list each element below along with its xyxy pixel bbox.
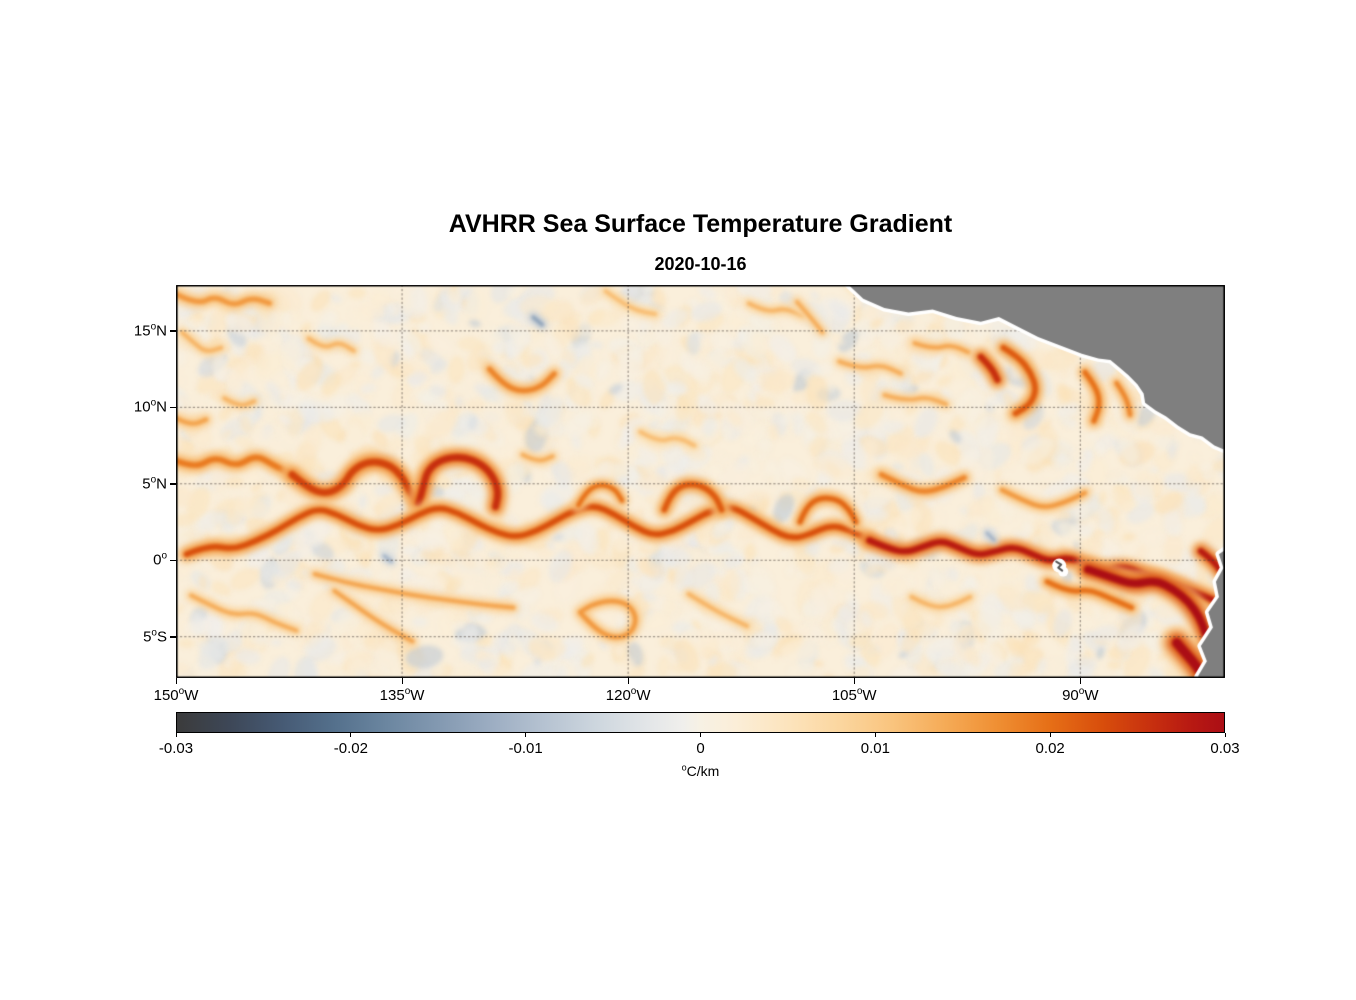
lon-tick-label: 120oW [605, 686, 651, 705]
axis-tick [170, 636, 176, 638]
colorbar-tick-label: -0.03 [158, 740, 194, 757]
axis-tick [175, 678, 177, 684]
axis-tick [853, 678, 856, 684]
colorbar-tick-label: 0.03 [1210, 740, 1240, 757]
colorbar-tick-label: -0.02 [333, 740, 368, 757]
axis-tick [874, 733, 876, 737]
lat-tick-label: 5oS [143, 627, 167, 646]
colorbar-tick-label: 0 [696, 740, 705, 757]
chart-title: AVHRR Sea Surface Temperature Gradient [448, 210, 953, 238]
lon-tick-label: 90oW [1062, 686, 1099, 705]
lat-tick-label: 10oN [133, 397, 167, 416]
lon-tick-label: 135oW [379, 686, 425, 705]
axis-tick [170, 483, 176, 485]
lat-tick-label: 0o [153, 550, 167, 569]
axis-tick [1224, 733, 1226, 737]
axis-tick [175, 733, 177, 737]
chart-subtitle-date: 2020-10-16 [654, 254, 747, 274]
lat-tick-label: 15oN [133, 321, 167, 340]
colorbar [176, 712, 1225, 733]
lat-tick-label: 5oN [142, 474, 167, 493]
axis-tick [1079, 678, 1082, 684]
lon-tick-label: 105oW [831, 686, 877, 705]
lon-tick-label: 150oW [153, 686, 199, 705]
axis-tick [170, 330, 176, 332]
sst-gradient-heatmap [176, 285, 1225, 678]
axis-tick [170, 559, 176, 562]
axis-tick [627, 678, 630, 684]
axis-tick [401, 678, 404, 684]
axis-tick [525, 733, 527, 737]
colorbar-tick-label: 0.01 [860, 740, 890, 757]
colorbar-tick-label: -0.01 [508, 740, 543, 757]
axis-tick [1049, 733, 1051, 737]
colorbar-units-label: oC/km [681, 762, 720, 779]
axis-tick [170, 406, 176, 409]
axis-tick [700, 733, 701, 737]
colorbar-tick-label: 0.02 [1035, 740, 1065, 757]
axis-tick [350, 733, 352, 737]
